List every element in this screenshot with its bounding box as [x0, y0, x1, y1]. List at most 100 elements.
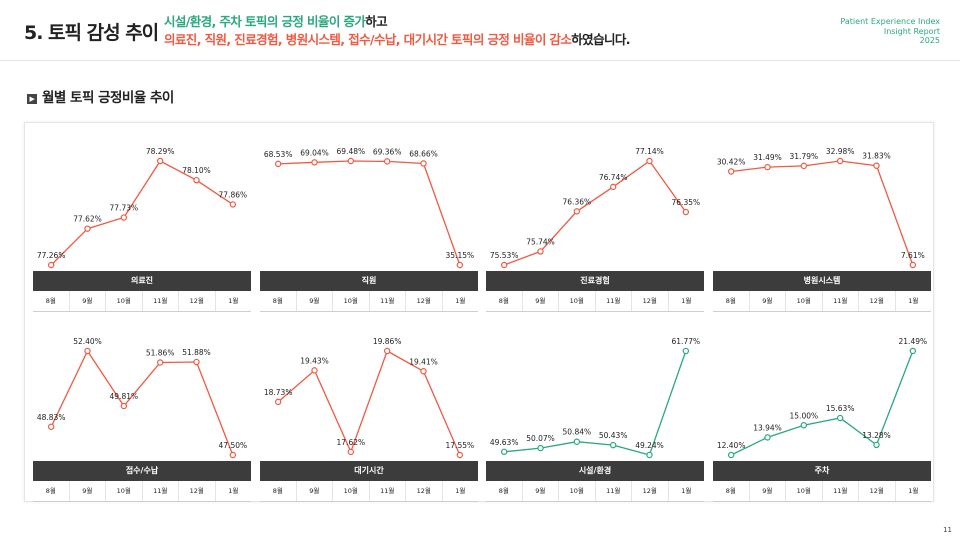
data-point: [47, 261, 55, 269]
month-tick-label: 8월: [33, 481, 70, 501]
line-chart-svg: 68.53% 69.04% 69.48% 69.36% 68.66% 35.15%: [264, 147, 474, 269]
topic-chart: 48.83% 52.40% 49.81% 51.86% 51.88% 47.50% 접수/수…: [33, 321, 251, 502]
line-chart-svg: 75.53% 75.74% 76.36% 76.74% 77.14% 76.35%: [490, 147, 701, 269]
data-point: [347, 157, 355, 165]
data-point: [764, 434, 771, 441]
data-point: [420, 160, 427, 167]
month-tick-label: 12월: [632, 291, 669, 311]
data-point: [274, 160, 282, 168]
line-chart-svg: 49.63% 50.07% 50.84% 50.43% 49.24% 61.77%: [490, 337, 700, 459]
line-chart-svg: 77.26% 77.62% 77.73% 78.29% 78.10% 77.86%: [37, 147, 248, 269]
data-point: [311, 159, 318, 166]
section-title: 월별 토픽 긍정비율 추이: [42, 90, 174, 106]
month-tick-label: 8월: [713, 481, 750, 501]
month-tick-label: 1월: [681, 487, 692, 495]
month-tick-label: 8월: [713, 291, 750, 311]
data-point: [909, 261, 917, 269]
data-label: 76.35%: [672, 198, 701, 207]
subtitle-line-2-tail: 하였습니다.: [571, 32, 630, 47]
data-label: 50.07%: [526, 434, 555, 443]
category-label: 접수/수납: [33, 461, 251, 481]
section-heading: ▶ 월별 토픽 긍정비율 추이: [27, 86, 174, 106]
series-line: [730, 350, 914, 456]
data-label: 75.53%: [490, 251, 519, 260]
data-label: 69.36%: [373, 147, 402, 156]
data-point: [573, 208, 581, 215]
subtitle-line-1: 시설/환경, 주차 토픽의 긍정 비율이 증가하고: [164, 13, 630, 31]
data-label: 50.84%: [563, 428, 592, 437]
month-tick-label: 12월: [406, 291, 443, 311]
data-label: 49.81%: [110, 392, 139, 401]
data-point: [156, 157, 164, 165]
data-label: 31.83%: [862, 152, 891, 161]
data-label: 77.73%: [110, 204, 139, 213]
month-tick-label: 1월: [228, 297, 239, 305]
data-point: [800, 422, 808, 429]
data-label: 76.74%: [599, 173, 628, 182]
data-point: [682, 208, 690, 216]
data-label: 76.36%: [563, 197, 592, 206]
month-axis: 8월 9월 10월 11월 12월 1월: [260, 481, 478, 502]
data-point: [646, 157, 653, 165]
month-tick-label: 8월: [260, 291, 297, 311]
topic-chart: 18.73% 19.43% 17.62% 19.86% 19.41% 17.55% 대기시간…: [260, 321, 478, 502]
month-tick-label: 11월: [370, 291, 406, 311]
line-chart-svg: 12.40% 13.94% 15.00% 15.63% 13.28% 21.49%: [717, 337, 928, 459]
month-axis: 8월 9월 10월 11월 12월 1월: [33, 291, 251, 312]
data-label: 77.14%: [635, 147, 664, 156]
month-axis: 8월 9월 10월 11월 12월 1월: [713, 481, 931, 502]
data-label: 31.49%: [753, 153, 782, 162]
data-point: [193, 358, 200, 366]
month-axis: 8월 9월 10월 11월 12월 1월: [713, 291, 931, 312]
data-point: [764, 163, 771, 171]
category-label: 직원: [260, 271, 478, 291]
month-tick-label: 12월: [179, 291, 216, 311]
data-label: 12.40%: [717, 441, 746, 450]
data-label: 47.50%: [219, 441, 248, 450]
month-tick-label: 1월: [228, 487, 239, 495]
month-tick-label: 11월: [596, 481, 632, 501]
data-label: 13.28%: [862, 431, 891, 440]
data-point: [646, 451, 653, 459]
data-point: [873, 162, 880, 169]
category-label: 병원시스템: [713, 271, 931, 291]
series-line: [503, 160, 687, 266]
brand-line-3: 2025: [919, 36, 940, 45]
data-label: 77.26%: [37, 251, 66, 260]
data-label: 77.62%: [73, 215, 102, 224]
data-label: 19.43%: [300, 356, 329, 365]
data-label: 52.40%: [73, 337, 102, 346]
data-label: 21.49%: [899, 337, 928, 346]
data-label: 15.00%: [790, 411, 819, 420]
data-point: [609, 441, 617, 449]
data-point: [120, 214, 128, 221]
data-label: 13.94%: [753, 423, 782, 432]
data-point: [456, 261, 464, 269]
data-point: [383, 158, 391, 165]
data-point: [47, 423, 55, 430]
data-label: 69.48%: [337, 147, 366, 156]
data-label: 78.29%: [146, 147, 175, 156]
series-line: [50, 349, 234, 456]
category-label: 대기시간: [260, 461, 478, 481]
subtitle-line-2: 의료진, 직원, 진료경험, 병원시스템, 접수/수납, 대기시간 토픽의 긍정…: [164, 31, 631, 49]
charts-panel: 77.26% 77.62% 77.73% 78.29% 78.10% 77.86% 의료진 8…: [24, 122, 934, 502]
data-label: 77.86%: [219, 190, 248, 199]
category-label: 시설/환경: [486, 461, 704, 481]
data-point: [274, 398, 282, 406]
data-point: [120, 402, 128, 410]
month-tick-label: 1월: [908, 297, 919, 305]
data-label: 68.66%: [409, 149, 438, 158]
data-label: 18.73%: [264, 388, 293, 397]
data-label: 7.61%: [901, 251, 925, 260]
data-point: [229, 451, 237, 459]
subtitle-line-1-tail: 하고: [365, 14, 388, 29]
month-tick-label: 11월: [370, 481, 406, 501]
month-tick-label: 9월: [750, 481, 786, 501]
data-label: 15.63%: [826, 404, 855, 413]
data-label: 75.74%: [526, 237, 555, 246]
month-tick-label: 1월: [681, 297, 692, 305]
line-chart-svg: 48.83% 52.40% 49.81% 51.86% 51.88% 47.50%: [37, 337, 248, 459]
data-point: [229, 201, 237, 208]
data-label: 78.10%: [182, 166, 211, 175]
